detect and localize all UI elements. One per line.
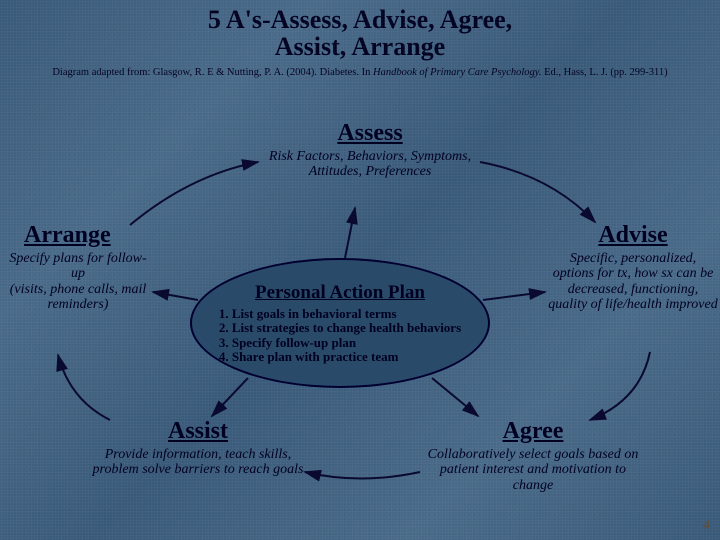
center-title: Personal Action Plan <box>255 282 425 304</box>
node-arrange: Arrange Specify plans for follow-up (vis… <box>4 222 152 313</box>
node-advise: Advise Specific, personalized, options f… <box>548 222 718 313</box>
center-list: 1. List goals in behavioral terms 2. Lis… <box>219 307 461 364</box>
slide-number: 4 <box>703 518 710 534</box>
center-ellipse: Personal Action Plan 1. List goals in be… <box>190 258 490 388</box>
five-a-diagram: Personal Action Plan 1. List goals in be… <box>0 0 720 540</box>
node-assess: Assess Risk Factors, Behaviors, Symptoms… <box>240 120 500 180</box>
node-agree: Agree Collaboratively select goals based… <box>418 418 648 493</box>
node-assist: Assist Provide information, teach skills… <box>88 418 308 478</box>
